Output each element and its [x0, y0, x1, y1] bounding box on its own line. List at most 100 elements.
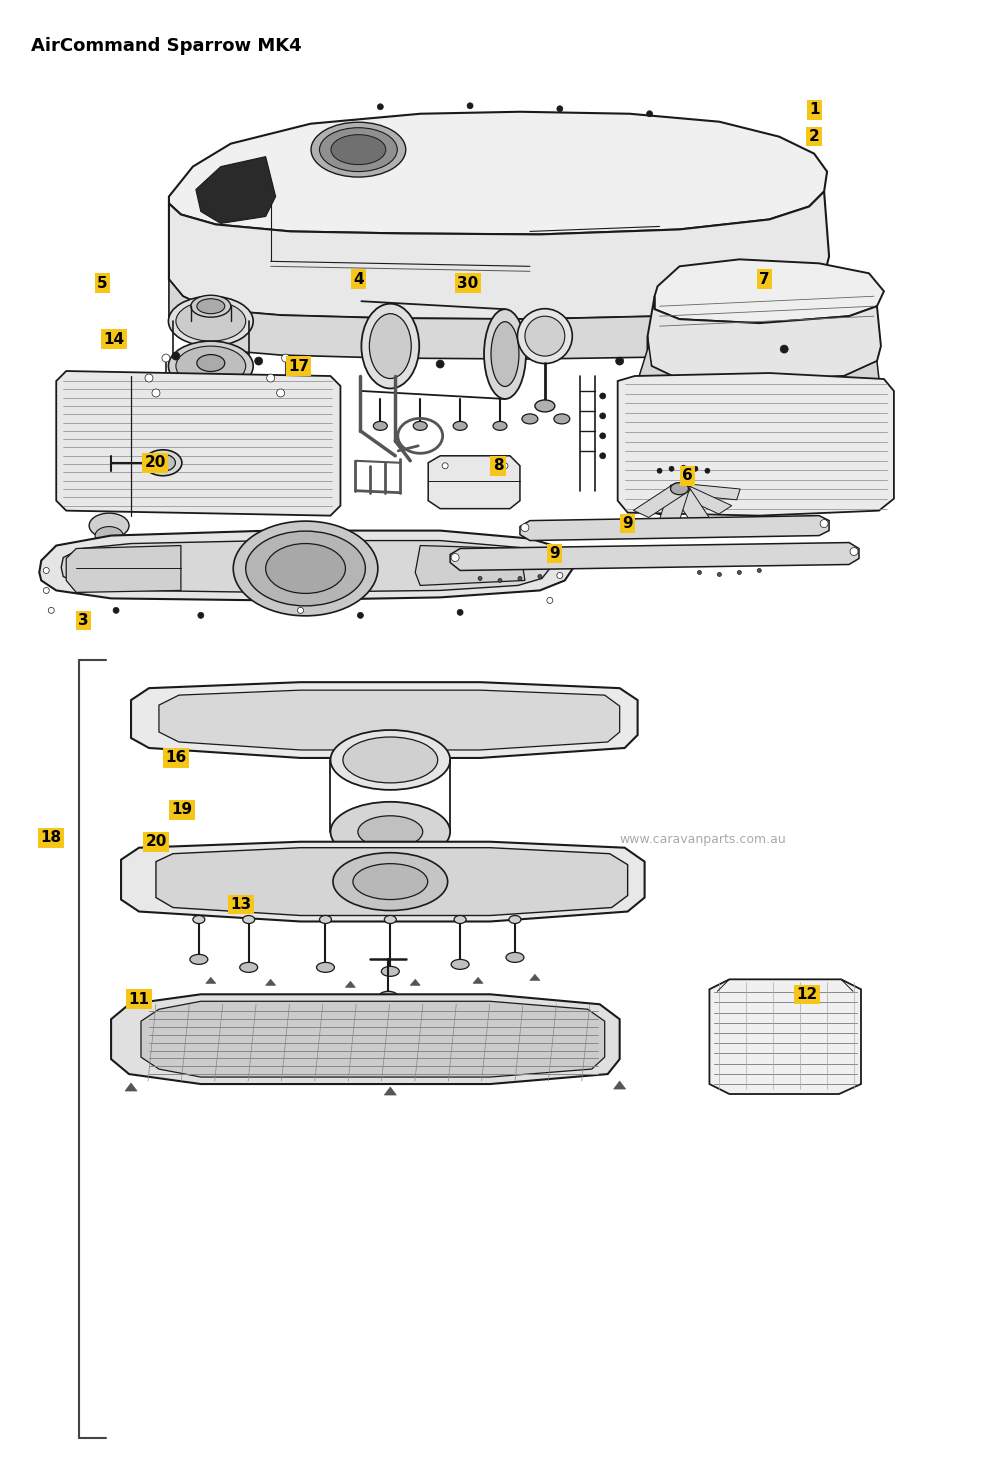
Ellipse shape: [454, 916, 466, 923]
Circle shape: [600, 453, 606, 459]
Text: AirCommand Sparrow MK4: AirCommand Sparrow MK4: [31, 37, 302, 55]
Polygon shape: [56, 370, 340, 516]
Polygon shape: [345, 981, 355, 987]
Polygon shape: [169, 276, 829, 359]
Polygon shape: [450, 542, 859, 571]
Polygon shape: [208, 425, 246, 449]
Circle shape: [647, 111, 653, 117]
Ellipse shape: [353, 864, 428, 900]
Ellipse shape: [320, 127, 397, 172]
Circle shape: [267, 373, 275, 382]
Polygon shape: [415, 545, 525, 585]
Circle shape: [616, 357, 624, 365]
Ellipse shape: [653, 502, 673, 514]
Text: 5: 5: [97, 276, 107, 290]
Ellipse shape: [525, 316, 565, 356]
Circle shape: [478, 576, 482, 581]
Polygon shape: [614, 1080, 626, 1089]
Polygon shape: [709, 980, 861, 1094]
Ellipse shape: [384, 916, 396, 923]
Ellipse shape: [89, 513, 129, 538]
Ellipse shape: [144, 451, 182, 476]
Ellipse shape: [240, 962, 258, 972]
Polygon shape: [61, 541, 550, 593]
Polygon shape: [655, 259, 884, 323]
Circle shape: [145, 373, 153, 382]
Circle shape: [850, 547, 858, 556]
Polygon shape: [125, 1083, 137, 1091]
Ellipse shape: [246, 531, 365, 606]
Ellipse shape: [453, 421, 467, 430]
Circle shape: [282, 354, 290, 362]
Circle shape: [547, 597, 553, 603]
Ellipse shape: [190, 954, 208, 965]
Circle shape: [780, 345, 788, 353]
Text: www.caravanparts.com.au: www.caravanparts.com.au: [620, 833, 786, 846]
Ellipse shape: [671, 483, 688, 495]
Polygon shape: [156, 848, 628, 916]
Ellipse shape: [506, 953, 524, 962]
Circle shape: [255, 357, 263, 365]
Text: 13: 13: [230, 897, 251, 911]
Circle shape: [737, 571, 741, 575]
Ellipse shape: [645, 437, 675, 474]
Ellipse shape: [509, 916, 521, 923]
Polygon shape: [121, 842, 645, 922]
Polygon shape: [669, 483, 732, 514]
Text: 20: 20: [145, 834, 167, 849]
Circle shape: [557, 572, 563, 578]
Circle shape: [681, 465, 686, 470]
Circle shape: [538, 575, 542, 578]
Ellipse shape: [369, 314, 411, 378]
Polygon shape: [159, 691, 620, 750]
Text: 2: 2: [809, 129, 820, 144]
Circle shape: [298, 608, 304, 614]
Circle shape: [600, 413, 606, 419]
Polygon shape: [384, 1086, 396, 1095]
Circle shape: [697, 571, 701, 575]
Ellipse shape: [266, 544, 345, 593]
Ellipse shape: [243, 916, 255, 923]
Circle shape: [198, 612, 204, 618]
Ellipse shape: [554, 413, 570, 424]
Ellipse shape: [493, 421, 507, 430]
Text: 16: 16: [165, 750, 187, 765]
Text: 20: 20: [144, 455, 166, 470]
Text: 6: 6: [682, 468, 693, 483]
Ellipse shape: [651, 443, 669, 468]
Circle shape: [451, 553, 459, 562]
Ellipse shape: [233, 522, 378, 617]
Ellipse shape: [522, 413, 538, 424]
Circle shape: [48, 608, 54, 614]
Polygon shape: [473, 977, 483, 984]
Ellipse shape: [311, 122, 406, 176]
Circle shape: [600, 393, 606, 399]
Text: 30: 30: [457, 276, 479, 290]
Polygon shape: [206, 977, 216, 984]
Ellipse shape: [373, 421, 387, 430]
Circle shape: [442, 462, 448, 468]
Circle shape: [162, 354, 170, 362]
Ellipse shape: [333, 852, 448, 910]
Text: 12: 12: [797, 987, 818, 1002]
Circle shape: [717, 572, 721, 576]
Circle shape: [457, 609, 463, 615]
Polygon shape: [169, 111, 827, 234]
Circle shape: [502, 462, 508, 468]
Ellipse shape: [330, 802, 450, 861]
Ellipse shape: [176, 301, 246, 341]
Ellipse shape: [378, 991, 398, 1003]
Polygon shape: [618, 373, 894, 516]
Circle shape: [467, 102, 473, 108]
Polygon shape: [131, 682, 638, 757]
Ellipse shape: [381, 966, 399, 977]
Text: 9: 9: [550, 545, 560, 562]
Ellipse shape: [358, 815, 423, 848]
Ellipse shape: [331, 135, 386, 165]
Polygon shape: [39, 531, 575, 600]
Ellipse shape: [168, 341, 253, 391]
Circle shape: [820, 520, 828, 528]
Circle shape: [152, 388, 160, 397]
Text: 4: 4: [353, 271, 364, 288]
Text: 19: 19: [171, 802, 192, 817]
